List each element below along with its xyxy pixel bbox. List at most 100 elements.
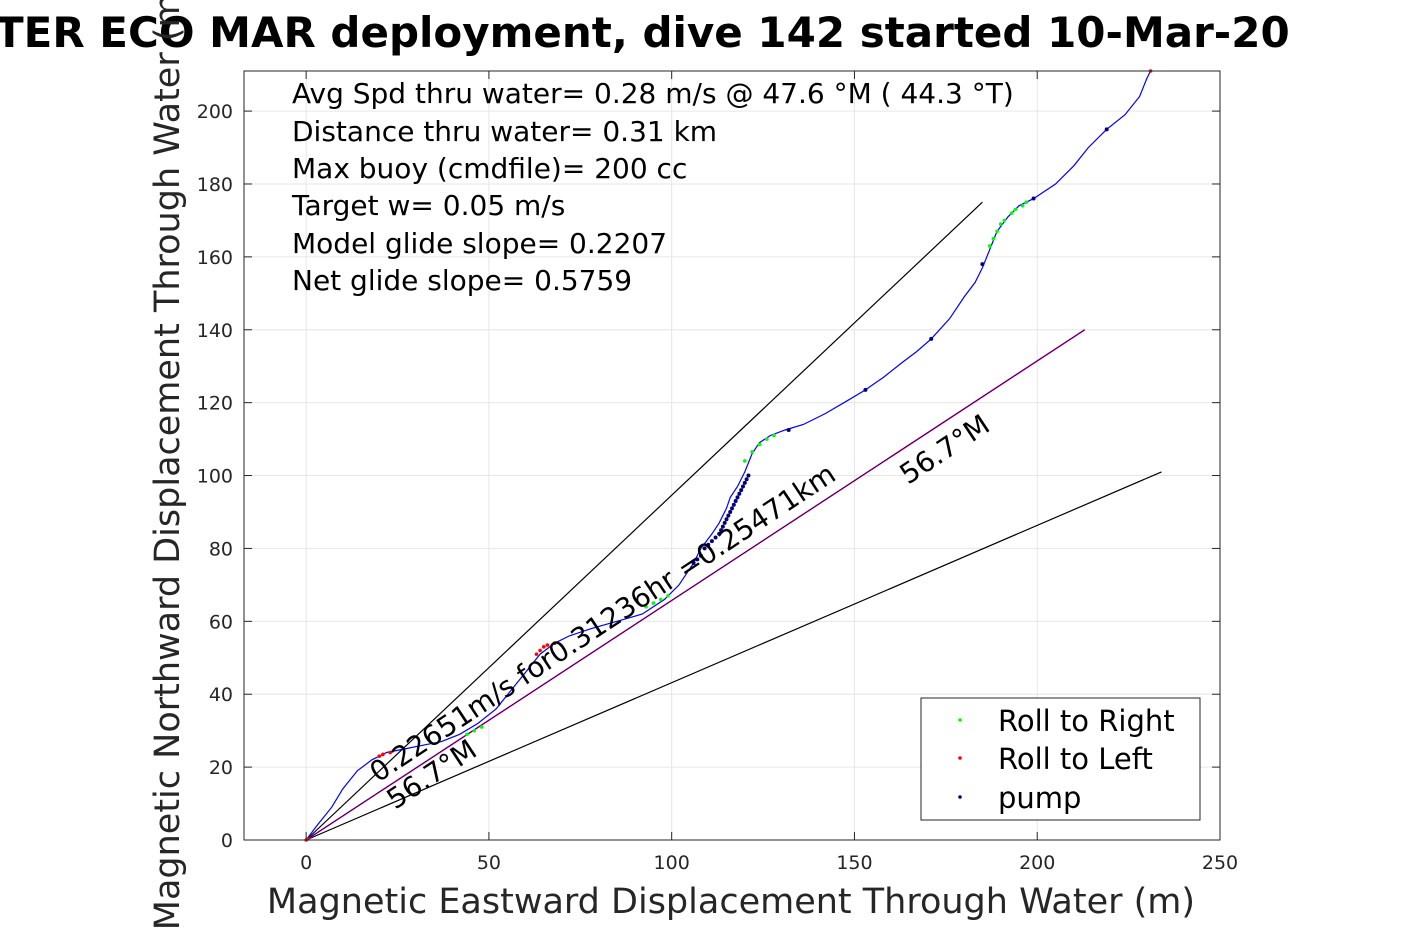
legend-roll-right-marker [958,718,962,722]
pump-point [744,477,749,482]
roll-right-point [995,229,999,234]
legend: Roll to Right Roll to Left pump [920,697,1201,821]
roll-right-point [1002,218,1007,223]
reference-heading-line [305,201,983,841]
legend-pump-marker [958,795,962,799]
roll-left-point [377,754,382,758]
pump-point [726,513,731,518]
legend-roll-right-label: Roll to Right [998,704,1175,738]
roll-right-point [750,450,754,454]
pump-point [730,506,734,511]
glider-track-line [305,70,1152,841]
info-line-max-buoy: Max buoy (cmdfile)= 200 cc [292,152,687,185]
pump-point [746,473,751,478]
y-tick-label: 40 [209,684,233,706]
y-tick-label: 20 [209,757,233,779]
pump-point [1104,127,1109,132]
pump-point [702,546,707,551]
x-axis-label: Magnetic Eastward Displacement Through W… [267,882,1195,922]
y-tick-label: 140 [197,320,233,342]
info-line-net-slope: Net glide slope= 0.5759 [292,264,632,297]
pump-point [717,531,722,536]
legend-roll-left-label: Roll to Left [998,742,1153,776]
roll-right-point [764,437,769,441]
roll-right-point [644,604,648,609]
pump-point [929,336,934,341]
x-tick-label: 200 [1019,852,1055,874]
roll-left-point [545,643,550,647]
grid-lines [244,71,1221,841]
roll-right-point [1020,204,1025,208]
x-tick-label: 0 [300,852,312,874]
pump-point [863,387,868,392]
current-vector-line-core [305,329,1085,841]
roll-right-point [651,601,656,605]
info-line-distance: Distance thru water= 0.31 km [292,115,717,148]
legend-pump-label: pump [998,781,1081,815]
pump-point [1031,196,1036,201]
legend-roll-left-marker [958,756,962,760]
x-tick-label: 100 [654,852,690,874]
y-tick-label: 180 [197,174,233,196]
x-tick-label: 250 [1202,852,1238,874]
plot-frame [243,70,1221,841]
roll-left-point [541,645,546,649]
reference-heading-line [305,471,1162,841]
info-text-block: Avg Spd thru water= 0.28 m/s @ 47.6 °M (… [291,77,1014,297]
pump-point [980,262,985,267]
y-tick-label: 60 [209,611,233,633]
info-line-avg-speed: Avg Spd thru water= 0.28 m/s @ 47.6 °M (… [292,77,1014,110]
chart-title: TER ECO MAR deployment, dive 142 started… [0,8,1290,57]
data-series [304,69,1162,842]
roll-left-point [534,652,539,656]
pump-point [695,557,700,562]
pump-point [737,491,742,496]
roll-right-point [742,459,747,463]
roll-left-point [381,752,385,757]
pump-point [709,539,714,544]
pump-point [739,488,744,493]
y-axis-label: Magnetic Northward Displacement Through … [148,0,188,930]
x-tick-label: 150 [836,852,872,874]
pump-point [731,502,736,507]
pump-point [728,509,733,514]
y-tick-label: 100 [197,466,233,488]
roll-right-point [465,732,469,737]
pump-point [713,535,718,540]
roll-left-point [552,641,557,645]
pump-point [706,542,711,547]
pump-point [786,427,791,432]
roll-right-point [998,222,1003,226]
info-line-model-slope: Model glide slope= 0.2207 [292,227,667,260]
axis-ticks: 0 50 100 150 200 250 0 20 40 60 80 100 120 140 160 180 2… [197,71,1238,874]
y-tick-label: 200 [197,101,233,123]
y-tick-label: 80 [209,538,233,560]
y-tick-label: 0 [221,830,233,852]
roll-left-point [388,750,393,755]
pump-point [722,520,727,525]
info-line-target-w: Target w= 0.05 m/s [291,189,565,222]
roll-left-point [538,648,542,653]
pump-point [740,484,745,489]
roll-right-point [666,594,670,598]
pump-point [720,524,725,529]
x-tick-label: 50 [477,852,501,874]
pump-point [698,553,703,558]
pump-point [742,480,747,485]
roll-right-point [1009,211,1014,215]
roll-right-point [658,597,663,602]
roll-right-point [757,442,762,447]
pump-point [691,561,696,566]
roll-right-point [472,728,477,733]
pump-point [719,528,724,533]
roll-right-point [991,236,996,241]
roll-right-point [1024,200,1029,205]
roll-right-point [772,433,776,438]
roll-right-point [987,244,992,248]
roll-right-point [479,725,484,729]
pump-point [724,517,729,522]
y-tick-label: 160 [197,247,233,269]
roll-right-point [1013,207,1018,212]
pump-point [733,499,738,504]
